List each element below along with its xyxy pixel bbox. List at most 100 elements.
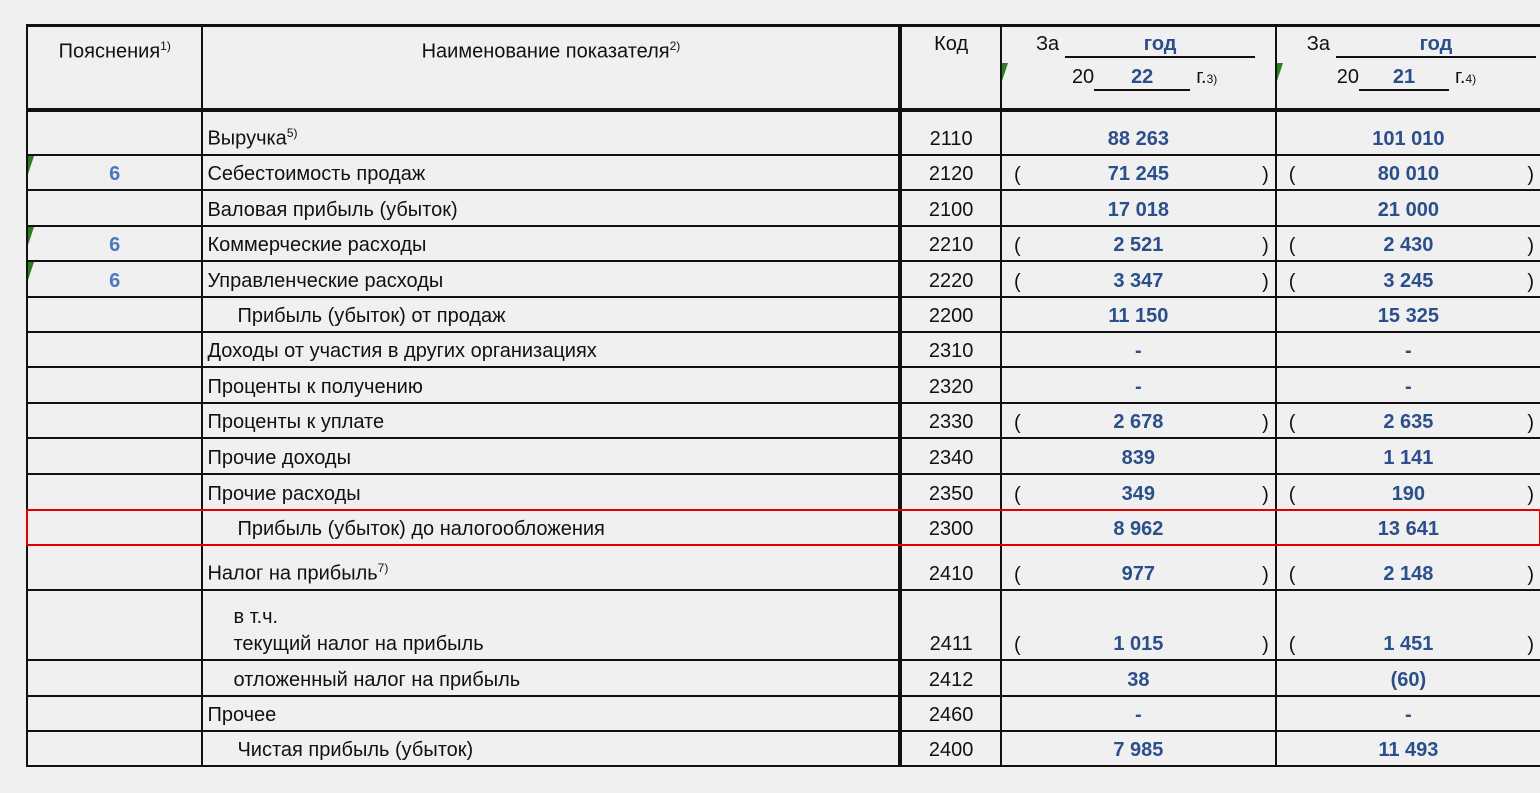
value-2022: 17 018 [999,188,1277,227]
value-2022: 8 962 [999,508,1277,546]
value-2022: 11 150 [999,295,1277,333]
value-2022: () 3 347 [999,259,1277,298]
row-code: 2220 [898,259,1002,298]
row-note [25,658,204,697]
table-row: 6 Себестоимость продаж 2120() 71 245() 80 01… [25,153,1540,191]
value-2022: () 71 245 [999,153,1277,191]
value-2021: - [1274,694,1540,732]
row-code: 2350 [898,472,1002,511]
close-paren: ) [1527,633,1534,656]
row-name: Проценты к уплате [201,401,902,439]
open-paren: ( [1288,563,1296,586]
open-paren: ( [1288,633,1296,656]
row-code: 2210 [898,224,1002,262]
header-notes: Пояснения1) [25,24,204,112]
table-row: Налог на прибыль7) 2410() 977() 2 148 [25,543,1540,591]
header-code: Код [898,24,1002,112]
value-2022: 88 263 [999,108,1277,156]
row-name: отложенный налог на прибыль [201,658,902,697]
table-row: Прибыль (убыток) от продаж 2200 11 150 15 3… [25,295,1540,333]
row-name: Доходы от участия в других организациях [201,330,902,368]
row-name: Чистая прибыль (убыток) [201,729,902,767]
row-note [25,365,204,404]
close-paren: ) [1527,270,1534,293]
table-row: Чистая прибыль (убыток) 2400 7 985 11 493 [25,729,1540,767]
table-row: Прочие расходы 2350() 349() 190 [25,472,1540,511]
header-period-2021: За год 20 21 г. 4) [1274,24,1540,112]
value-2021: () 2 148 [1274,543,1540,591]
row-name: Валовая прибыль (убыток) [201,188,902,227]
value-2021: () 2 430 [1274,224,1540,262]
row-note[interactable]: 6 [25,153,204,191]
value-2022: () 977 [999,543,1277,591]
row-note [25,694,204,732]
table-row: Прочее 2460- - [25,694,1540,732]
row-name: Себестоимость продаж [201,153,902,191]
table-row: Выручка5) 2110 88 263 101 010 [25,108,1540,156]
table-row: в т.ч. текущий налог на прибыль 2411() 1 01… [25,588,1540,661]
row-name: Управленческие расходы [201,259,902,298]
value-2022: 7 985 [999,729,1277,767]
value-2022: () 349 [999,472,1277,511]
table-row: 6 Управленческие расходы 2220() 3 347() 3 24… [25,259,1540,298]
row-name: Выручка5) [201,108,902,156]
table-row: Доходы от участия в других организациях 2… [25,330,1540,368]
row-prefix: в т.ч. [233,605,279,628]
row-code: 2330 [898,401,1002,439]
row-name: Прибыль (убыток) до налогообложения [201,508,902,546]
table-row: Прибыль (убыток) до налогообложения 2300 8… [25,508,1540,546]
value-2022: - [999,694,1277,732]
row-note [25,472,204,511]
table-row: 6 Коммерческие расходы 2210() 2 521() 2 430 [25,224,1540,262]
value-2021: 11 493 [1274,729,1540,767]
row-code: 2300 [898,508,1002,546]
row-name: Коммерческие расходы [201,224,902,262]
row-name: Прибыль (убыток) от продаж [201,295,902,333]
open-paren: ( [1288,163,1296,186]
close-paren: ) [1262,483,1269,506]
close-paren: ) [1527,483,1534,506]
value-2021: - [1274,365,1540,404]
value-2022: - [999,330,1277,368]
open-paren: ( [1013,633,1021,656]
row-note [25,108,204,156]
value-2021: 15 325 [1274,295,1540,333]
value-2021: () 3 245 [1274,259,1540,298]
row-note [25,588,204,661]
row-code: 2410 [898,543,1002,591]
value-2021: 13 641 [1274,508,1540,546]
row-code: 2340 [898,436,1002,475]
value-2022: () 1 015 [999,588,1277,661]
close-paren: ) [1527,563,1534,586]
row-note[interactable]: 6 [25,259,204,298]
close-paren: ) [1527,163,1534,186]
row-code: 2320 [898,365,1002,404]
row-note [25,436,204,475]
row-code: 2200 [898,295,1002,333]
row-code: 2100 [898,188,1002,227]
row-note [25,543,204,591]
close-paren: ) [1262,563,1269,586]
value-2022: - [999,365,1277,404]
income-statement-table: Пояснения1) Наименование показателя2) Ко… [25,24,1540,767]
row-name: Проценты к получению [201,365,902,404]
row-note [25,295,204,333]
close-paren: ) [1262,633,1269,656]
close-paren: ) [1262,411,1269,434]
close-paren: ) [1262,163,1269,186]
open-paren: ( [1288,270,1296,293]
value-2021: () 1 451 [1274,588,1540,661]
table-row: Проценты к уплате 2330() 2 678() 2 635 [25,401,1540,439]
open-paren: ( [1288,411,1296,434]
header-period-2022: За год 20 22 г. 3) [999,24,1277,112]
row-name: Прочие расходы [201,472,902,511]
value-2022: () 2 678 [999,401,1277,439]
close-paren: ) [1527,411,1534,434]
close-paren: ) [1262,270,1269,293]
row-name: в т.ч. текущий налог на прибыль [201,588,902,661]
value-2021: 21 000 [1274,188,1540,227]
row-note[interactable]: 6 [25,224,204,262]
row-code: 2310 [898,330,1002,368]
open-paren: ( [1288,483,1296,506]
header-name: Наименование показателя2) [201,24,902,112]
